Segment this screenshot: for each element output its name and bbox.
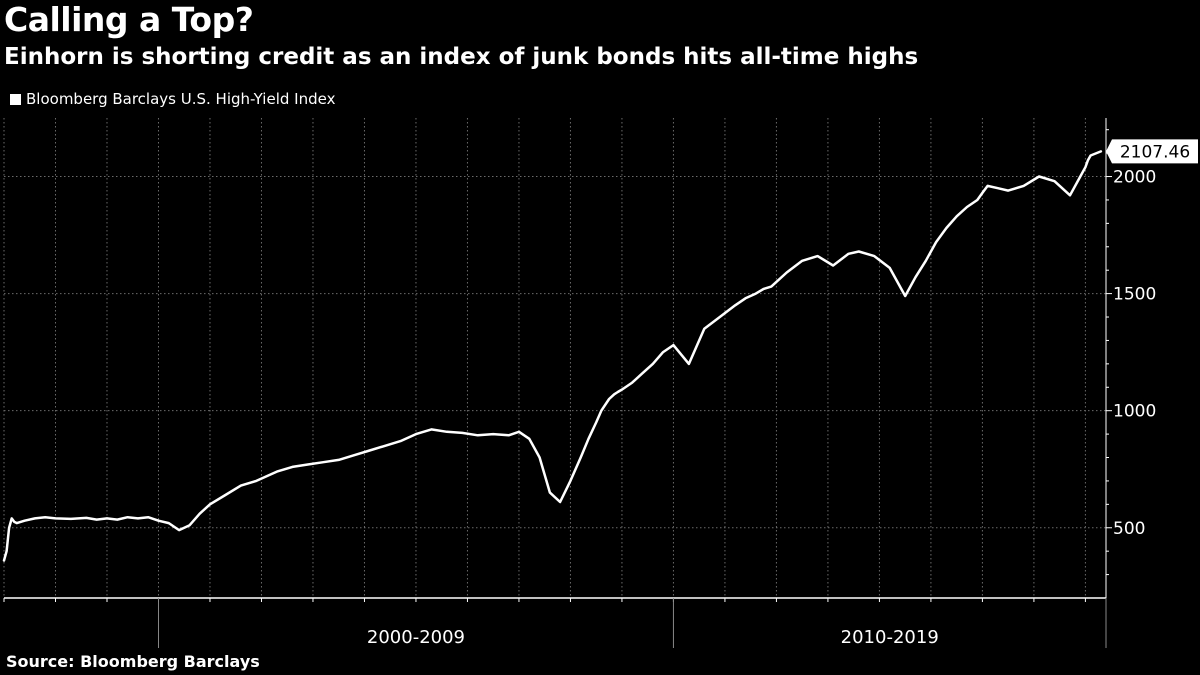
last-value-box	[1106, 139, 1198, 164]
last-value-label: 2107.46	[1120, 142, 1190, 162]
legend: Bloomberg Barclays U.S. High-Yield Index	[10, 90, 335, 108]
legend-label: Bloomberg Barclays U.S. High-Yield Index	[26, 90, 336, 108]
chart-title: Calling a Top?	[4, 0, 254, 39]
series-line	[2, 150, 1103, 562]
source-note: Source: Bloomberg Barclays	[6, 652, 260, 671]
chart-subtitle: Einhorn is shorting credit as an index o…	[4, 44, 919, 70]
y-tick-label: 1000	[1113, 402, 1156, 422]
y-tick-label: 500	[1113, 519, 1145, 539]
x-period-label: 2000-2009	[367, 627, 465, 648]
x-period-label: 2010-2019	[841, 627, 939, 648]
legend-swatch	[10, 93, 21, 105]
y-tick-label: 2000	[1113, 168, 1156, 188]
y-tick-label: 1500	[1113, 285, 1156, 305]
